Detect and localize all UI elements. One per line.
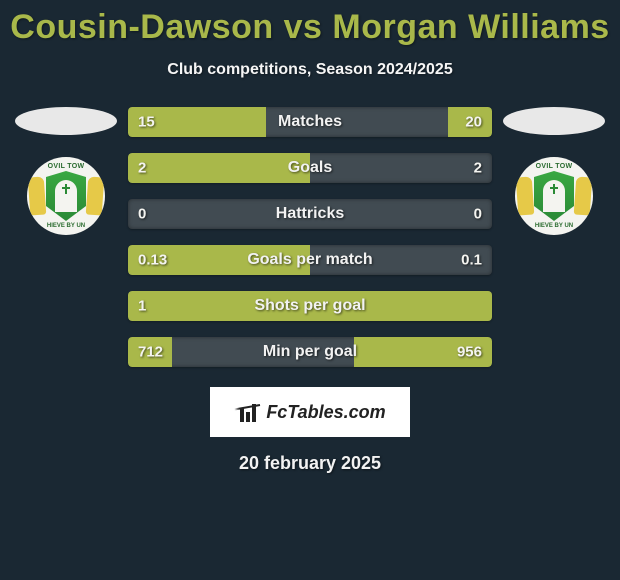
stat-value-left: 1 <box>138 298 146 315</box>
arch-icon <box>543 180 565 212</box>
stat-label: Matches <box>278 113 342 131</box>
shield-icon <box>534 171 574 221</box>
stat-row: 0 Hattricks 0 <box>128 199 492 229</box>
lion-supporter-icon <box>86 176 105 215</box>
stat-label: Hattricks <box>276 205 344 223</box>
stat-value-left: 15 <box>138 114 155 131</box>
arch-icon <box>55 180 77 212</box>
crest-bottom-text: HIEVE BY UN <box>47 223 85 229</box>
lion-supporter-icon <box>516 176 535 215</box>
stat-value-right: 2 <box>474 160 482 177</box>
stat-value-left: 2 <box>138 160 146 177</box>
brand-text: FcTables.com <box>266 402 385 423</box>
stat-value-right: 0.1 <box>461 252 482 269</box>
club-crest-left: OVIL TOW HIEVE BY UN <box>27 157 105 235</box>
stat-row: 1 Shots per goal <box>128 291 492 321</box>
stat-label: Goals per match <box>247 251 372 269</box>
date-label: 20 february 2025 <box>0 453 620 474</box>
stat-value-right: 956 <box>457 344 482 361</box>
subtitle: Club competitions, Season 2024/2025 <box>0 61 620 79</box>
stat-value-left: 0 <box>138 206 146 223</box>
stat-row: 712 Min per goal 956 <box>128 337 492 367</box>
club-crest-right: OVIL TOW HIEVE BY UN <box>515 157 593 235</box>
stat-value-left: 0.13 <box>138 252 167 269</box>
crest-top-text: OVIL TOW <box>48 163 85 170</box>
stat-label: Min per goal <box>263 343 357 361</box>
stat-value-left: 712 <box>138 344 163 361</box>
player-avatar-right <box>503 107 605 135</box>
stat-value-right: 0 <box>474 206 482 223</box>
left-player-column: OVIL TOW HIEVE BY UN <box>6 107 126 383</box>
stat-label: Goals <box>288 159 332 177</box>
player-avatar-left <box>15 107 117 135</box>
shield-icon <box>46 171 86 221</box>
stat-bars: 15Matches202Goals20Hattricks00.13Goals p… <box>126 107 494 383</box>
stat-row: 0.13 Goals per match 0.1 <box>128 245 492 275</box>
crest-bottom-text: HIEVE BY UN <box>535 223 573 229</box>
stat-row: 2 Goals 2 <box>128 153 492 183</box>
right-player-column: OVIL TOW HIEVE BY UN <box>494 107 614 383</box>
bar-chart-icon <box>234 402 262 422</box>
lion-supporter-icon <box>28 176 47 215</box>
page-title: Cousin-Dawson vs Morgan Williams <box>0 0 620 47</box>
stat-row: 15 Matches 20 <box>128 107 492 137</box>
stat-label: Shots per goal <box>254 297 365 315</box>
bar-fill-left <box>128 153 310 183</box>
brand-badge[interactable]: FcTables.com <box>210 387 410 437</box>
stat-value-right: 20 <box>465 114 482 131</box>
comparison-panel: OVIL TOW HIEVE BY UN 15Matches202Goals20… <box>0 107 620 383</box>
crest-top-text: OVIL TOW <box>536 163 573 170</box>
lion-supporter-icon <box>574 176 593 215</box>
